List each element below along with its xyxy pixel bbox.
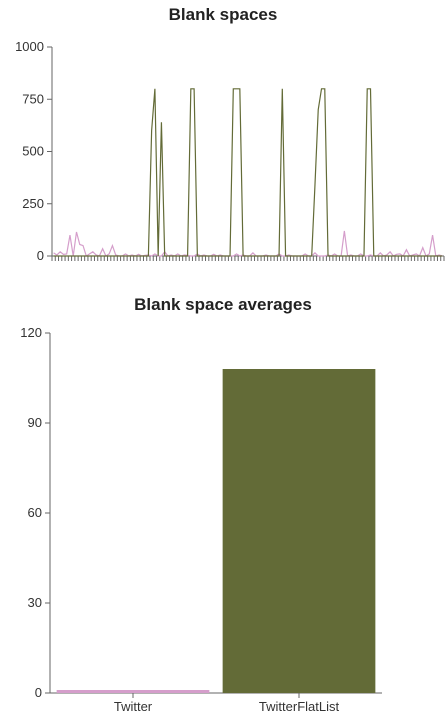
bar-y-tick-label: 60 [28,505,42,520]
bar-y-tick-label: 30 [28,595,42,610]
bar-y-tick-label: 0 [35,685,42,700]
bar-1 [223,369,376,693]
bar-chart-bars-group [57,369,376,693]
bar-x-tick-label: Twitter [114,699,153,714]
bar-y-tick-label: 90 [28,415,42,430]
bar-x-tick-label: TwitterFlatList [259,699,340,714]
bar-y-tick-label: 120 [20,325,42,340]
bar-0 [57,690,210,693]
bar-chart-y-axis: 0 30 60 90 120 [20,325,50,700]
bar-chart-x-axis: Twitter TwitterFlatList [50,693,382,714]
